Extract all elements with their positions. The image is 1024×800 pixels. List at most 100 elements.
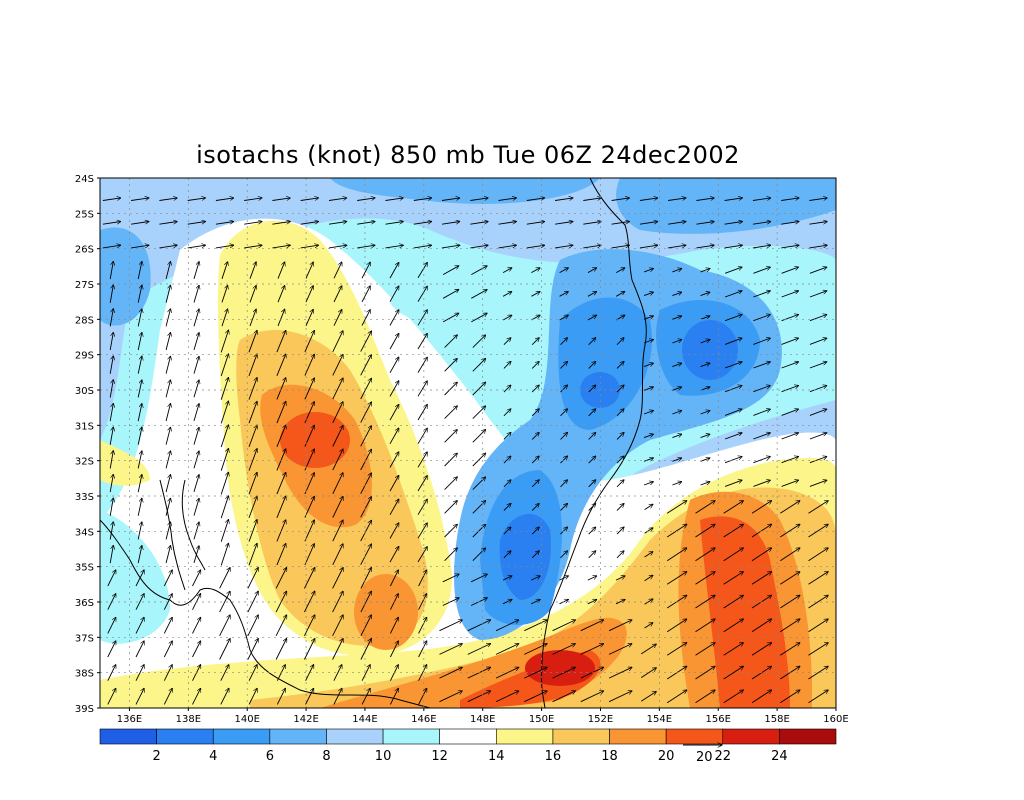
wind-arrow xyxy=(781,245,799,249)
wind-arrow xyxy=(724,338,742,345)
wind-arrow xyxy=(588,385,596,393)
wind-arrow xyxy=(417,476,427,492)
wind-arrow xyxy=(332,378,343,400)
wind-arrow xyxy=(441,245,460,249)
wind-arrow xyxy=(644,599,653,605)
wind-arrow xyxy=(389,475,399,492)
wind-arrow xyxy=(809,386,827,393)
wind-arrow xyxy=(808,690,829,704)
wind-arrow xyxy=(560,480,568,488)
wind-arrow xyxy=(109,403,113,422)
wind-arrow xyxy=(781,386,799,393)
wind-arrow xyxy=(442,266,459,275)
wind-arrow xyxy=(304,425,315,447)
wind-arrow xyxy=(524,667,547,679)
colorbar-swatch xyxy=(496,728,554,745)
wind-arrow xyxy=(560,456,568,464)
wind-arrow xyxy=(220,425,228,448)
wind-arrow xyxy=(328,245,347,249)
wind-arrow xyxy=(221,285,228,303)
wind-arrow xyxy=(220,330,228,353)
wind-arrow xyxy=(695,619,716,633)
wind-arrow xyxy=(559,268,569,273)
colorbar-label: 16 xyxy=(545,749,562,764)
wind-arrow xyxy=(751,643,772,656)
wind-arrow xyxy=(220,449,228,471)
wind-arrow xyxy=(357,222,375,225)
wind-arrow xyxy=(611,198,630,201)
wind-arrow xyxy=(389,404,399,421)
wind-arrow xyxy=(389,452,399,468)
wind-arrow xyxy=(165,262,170,280)
wind-arrow xyxy=(495,644,519,655)
reference-vector: 20 xyxy=(683,745,722,765)
wind-arrow xyxy=(472,477,486,490)
wind-arrow xyxy=(753,409,770,416)
wind-arrow xyxy=(583,245,601,249)
wind-arrow xyxy=(193,380,199,398)
wind-arrow xyxy=(444,524,458,538)
lat-label: 35S xyxy=(75,563,94,574)
wind-arrow xyxy=(723,501,744,514)
lat-label: 24S xyxy=(75,174,94,185)
wind-arrow xyxy=(328,222,347,225)
wind-arrow xyxy=(495,691,519,703)
wind-arrow xyxy=(444,382,458,396)
wind-arrow xyxy=(588,432,596,440)
wind-arrow xyxy=(809,457,827,464)
wind-arrow xyxy=(137,522,142,540)
wind-arrow xyxy=(700,482,710,486)
wind-arrow xyxy=(503,385,511,393)
wind-arrow xyxy=(809,315,827,322)
wind-arrow xyxy=(304,544,315,566)
wind-arrow xyxy=(666,501,687,514)
wind-arrow xyxy=(360,426,372,447)
wind-arrow xyxy=(780,501,800,514)
wind-arrow xyxy=(608,667,632,679)
wind-arrow xyxy=(531,292,540,297)
wind-arrow xyxy=(502,576,512,581)
wind-arrow xyxy=(608,644,632,655)
wind-arrow xyxy=(588,409,596,417)
wind-arrow xyxy=(560,432,568,440)
wind-arrow xyxy=(163,570,172,587)
wind-arrow xyxy=(668,198,686,201)
wind-arrow xyxy=(724,222,743,225)
wind-arrow xyxy=(608,691,632,703)
wind-arrow xyxy=(304,402,315,424)
wind-arrow xyxy=(503,480,511,488)
wind-arrow xyxy=(276,472,286,495)
wind-arrow xyxy=(644,528,653,534)
wind-arrow xyxy=(695,501,716,514)
wind-arrow xyxy=(552,620,576,632)
wind-arrow xyxy=(696,222,714,225)
wind-arrow xyxy=(588,456,596,464)
wind-arrow xyxy=(165,546,170,564)
wind-arrow xyxy=(781,433,799,440)
wind-arrow xyxy=(723,643,744,656)
colorbar-label: 4 xyxy=(209,749,217,764)
wind-arrow xyxy=(333,310,342,326)
wind-arrow xyxy=(808,572,829,585)
wind-arrow xyxy=(417,334,427,350)
wind-arrow xyxy=(781,291,799,298)
wind-arrow xyxy=(781,457,799,464)
wind-arrow xyxy=(503,456,511,464)
wind-arrow xyxy=(583,198,601,201)
wind-arrow xyxy=(781,480,799,487)
colorbar xyxy=(99,728,837,745)
wind-arrow xyxy=(107,617,116,634)
wind-arrow xyxy=(220,688,229,705)
wind-arrow xyxy=(639,198,658,201)
wind-arrow xyxy=(672,269,681,273)
wind-arrow xyxy=(109,451,113,469)
wind-arrow xyxy=(560,361,568,369)
wind-arrow xyxy=(444,406,458,419)
wind-arrow xyxy=(666,690,687,704)
wind-arrow xyxy=(163,641,172,658)
wind-arrow xyxy=(559,292,569,297)
wind-arrow xyxy=(193,522,199,540)
wind-arrow xyxy=(159,222,177,225)
wind-arrow xyxy=(277,286,285,303)
wind-arrow xyxy=(137,546,142,564)
